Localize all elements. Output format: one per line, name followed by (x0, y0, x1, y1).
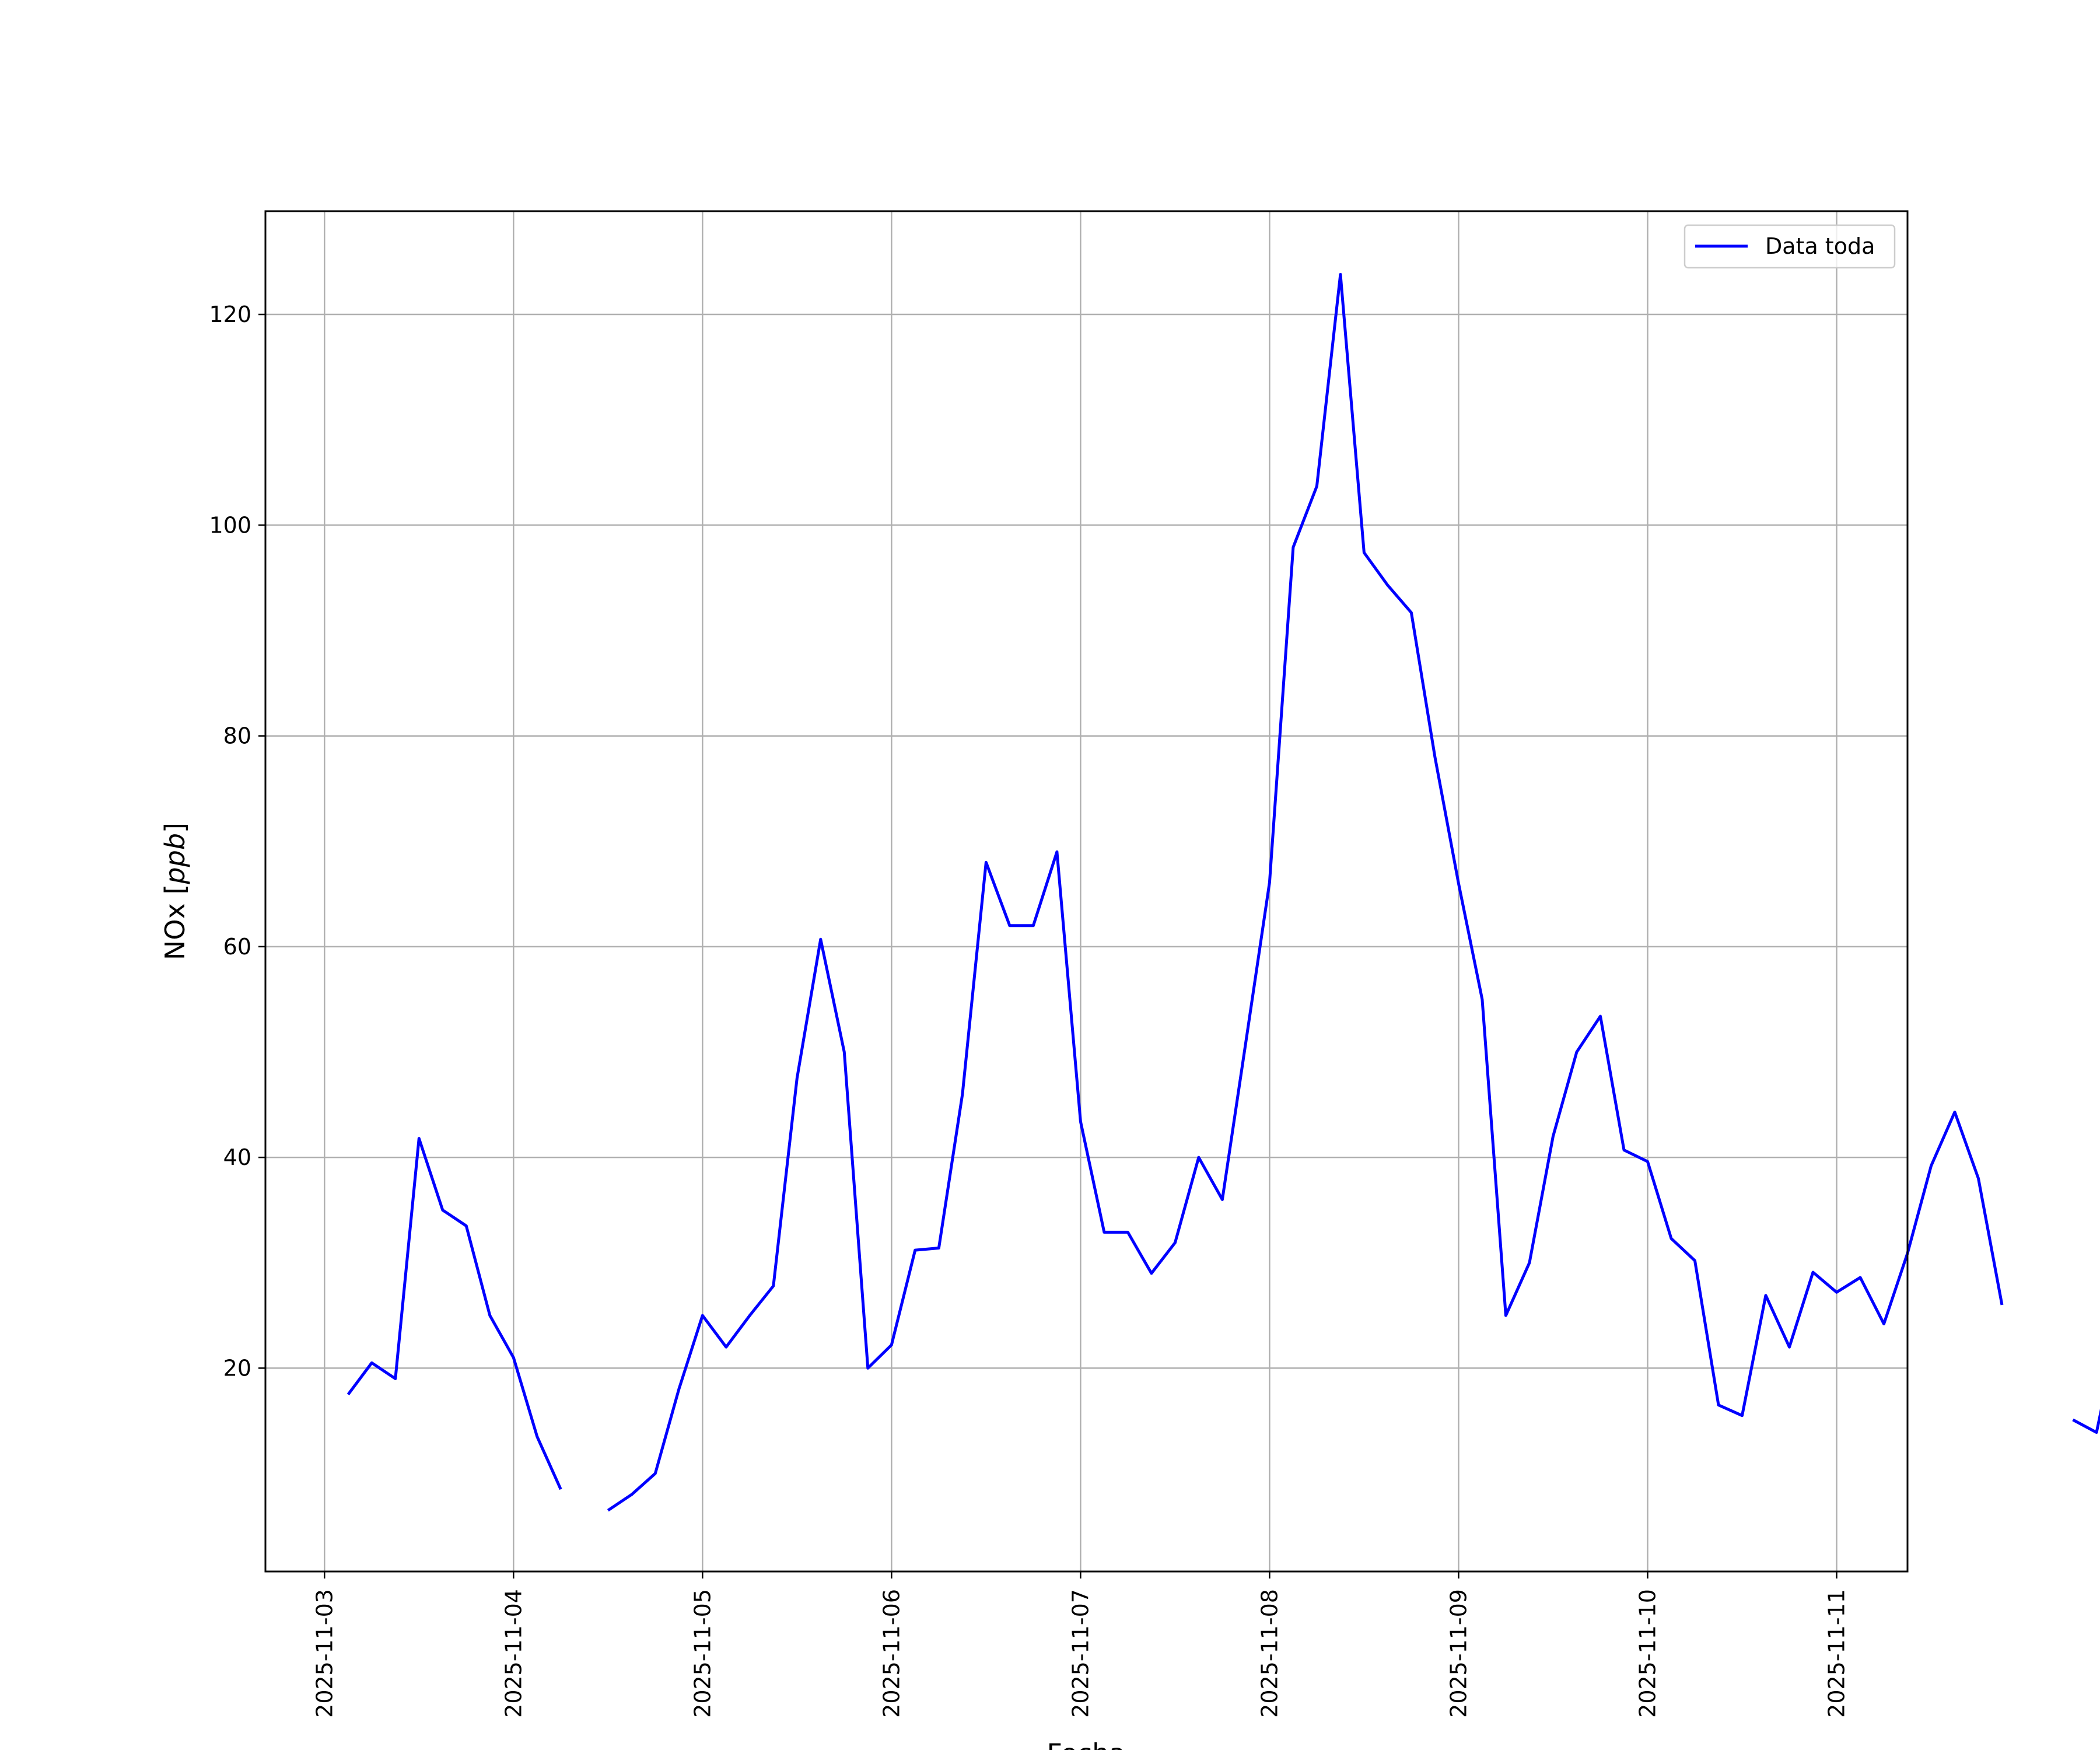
y-axis-ticks: 20 40 60 80 100 120 (209, 302, 265, 1381)
legend-label-data-toda: Data toda (1765, 233, 1875, 259)
x-axis-ticks: 2025-11-03 2025-11-04 2025-11-05 2025-11-06… (312, 1572, 1849, 1718)
series-lines (346, 272, 2100, 1512)
y-axis-label-unit: ppb (159, 833, 191, 885)
x-tick-label-8: 2025-11-11 (1824, 1589, 1849, 1718)
y-tick-label-3: 80 (223, 723, 251, 749)
x-tick-label-6: 2025-11-09 (1446, 1589, 1471, 1718)
plot-area-background (265, 211, 1908, 1572)
grid-lines (265, 211, 1908, 1572)
y-tick-label-5: 120 (209, 302, 251, 327)
legend-frame (1684, 224, 1896, 269)
x-tick-label-2: 2025-11-05 (690, 1589, 715, 1718)
y-axis-label: NOx [ppb] (159, 822, 191, 960)
series-0-segment-0 (346, 1137, 562, 1490)
x-tick-label-0: 2025-11-03 (312, 1589, 337, 1718)
y-tick-label-4: 100 (209, 512, 251, 538)
y-axis-label-main: NOx (159, 895, 191, 960)
x-tick-label-5: 2025-11-08 (1256, 1589, 1282, 1718)
y-tick-label-2: 60 (223, 934, 251, 960)
series-0-segment-1 (607, 272, 2004, 1512)
legend: Data toda (1684, 224, 1896, 269)
x-tick-label-7: 2025-11-10 (1634, 1589, 1660, 1718)
x-axis-label: Fecha (1047, 1738, 1126, 1750)
y-tick-label-1: 40 (223, 1144, 251, 1170)
x-tick-label-4: 2025-11-07 (1068, 1589, 1093, 1718)
x-tick-label-3: 2025-11-06 (878, 1589, 904, 1718)
plot-area-frame (264, 210, 1909, 1573)
y-tick-label-0: 20 (223, 1355, 251, 1381)
x-tick-label-1: 2025-11-04 (501, 1589, 526, 1718)
